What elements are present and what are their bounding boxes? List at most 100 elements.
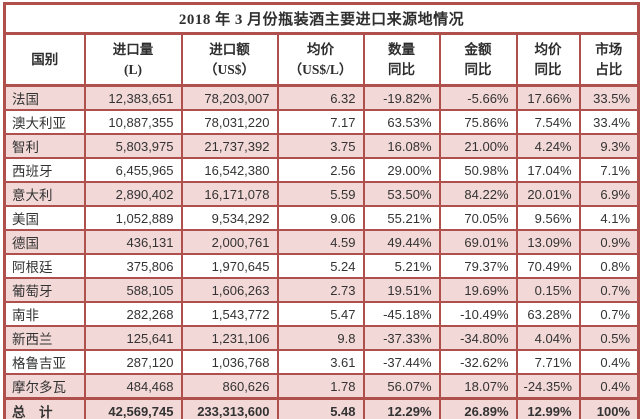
- value-cell: 0.4%: [578, 349, 640, 375]
- value-cell: 0.15%: [515, 277, 581, 303]
- value-cell: 10,887,355: [83, 109, 183, 135]
- column-header-import-value: 进口额 （US$）: [180, 32, 279, 87]
- value-cell: 2.56: [276, 157, 365, 183]
- table-row: 摩尔多瓦 484,468 860,626 1.78 56.07% 18.07% -24.35…: [3, 373, 640, 400]
- value-cell: 50.98%: [438, 157, 518, 183]
- value-cell: -24.35%: [515, 373, 581, 400]
- value-cell: 4.1%: [578, 205, 640, 231]
- value-cell: 287,120: [83, 349, 183, 375]
- value-cell: 1.78: [276, 373, 365, 400]
- value-cell: 16,542,380: [180, 157, 279, 183]
- country-cell: 阿根廷: [3, 253, 86, 279]
- value-cell: 0.5%: [578, 325, 640, 351]
- value-cell: 1,231,106: [180, 325, 279, 351]
- table-row: 阿根廷 375,806 1,970,645 5.24 5.21% 79.37% 70.49%…: [3, 253, 640, 279]
- value-cell: 12,383,651: [83, 84, 183, 111]
- value-cell: -45.18%: [362, 301, 441, 327]
- value-cell: -10.49%: [438, 301, 518, 327]
- header-row: 国别 进口量 (L) 进口额 （US$） 均价 （US$/L） 数量 同比: [3, 32, 640, 87]
- value-cell: 7.71%: [515, 349, 581, 375]
- value-cell: 5.59: [276, 181, 365, 207]
- header-line: 同比: [464, 61, 492, 77]
- table-row: 新西兰 125,641 1,231,106 9.8 -37.33% -34.80% 4.04…: [3, 325, 640, 351]
- value-cell: 19.51%: [362, 277, 441, 303]
- country-cell: 澳大利亚: [3, 109, 86, 135]
- header-line: 同比: [534, 61, 562, 77]
- value-cell: 1,543,772: [180, 301, 279, 327]
- table-row: 意大利 2,890,402 16,171,078 5.59 53.50% 84.22% 20…: [3, 181, 640, 207]
- value-cell: -34.80%: [438, 325, 518, 351]
- column-header-volume-yoy: 数量 同比: [362, 32, 441, 87]
- country-cell: 总 计: [3, 397, 86, 419]
- country-cell: 智利: [3, 133, 86, 159]
- value-cell: 100%: [578, 397, 640, 419]
- value-cell: 70.05%: [438, 205, 518, 231]
- title-row: 2018 年 3 月份瓶装酒主要进口来源地情况: [3, 2, 640, 35]
- header-line: (L): [124, 61, 142, 77]
- value-cell: 4.24%: [515, 133, 581, 159]
- value-cell: 19.69%: [438, 277, 518, 303]
- country-cell: 意大利: [3, 181, 86, 207]
- value-cell: -5.66%: [438, 84, 518, 111]
- table-row: 格鲁吉亚 287,120 1,036,768 3.61 -37.44% -32.62% 7.…: [3, 349, 640, 375]
- value-cell: -37.44%: [362, 349, 441, 375]
- value-cell: 12.99%: [515, 397, 581, 419]
- value-cell: 70.49%: [515, 253, 581, 279]
- header-line: 金额: [464, 41, 492, 57]
- value-cell: 1,036,768: [180, 349, 279, 375]
- value-cell: 18.07%: [438, 373, 518, 400]
- table-row: 美国 1,052,889 9,534,292 9.06 55.21% 70.05% 9.56…: [3, 205, 640, 231]
- value-cell: 125,641: [83, 325, 183, 351]
- value-cell: 3.61: [276, 349, 365, 375]
- value-cell: 42,569,745: [83, 397, 183, 419]
- country-cell: 西班牙: [3, 157, 86, 183]
- value-cell: 4.59: [276, 229, 365, 255]
- value-cell: 53.50%: [362, 181, 441, 207]
- value-cell: 9,534,292: [180, 205, 279, 231]
- value-cell: 0.7%: [578, 301, 640, 327]
- table-row: 智利 5,803,975 21,737,392 3.75 16.08% 21.00% 4.2…: [3, 133, 640, 159]
- header-line: （US$）: [203, 61, 255, 77]
- value-cell: 5,803,975: [83, 133, 183, 159]
- value-cell: 55.21%: [362, 205, 441, 231]
- value-cell: 2.73: [276, 277, 365, 303]
- value-cell: 16.08%: [362, 133, 441, 159]
- header-line: 同比: [388, 61, 415, 77]
- header-line: 进口量: [112, 41, 154, 57]
- value-cell: 56.07%: [362, 373, 441, 400]
- value-cell: 860,626: [180, 373, 279, 400]
- table-row: 西班牙 6,455,965 16,542,380 2.56 29.00% 50.98% 17…: [3, 157, 640, 183]
- country-cell: 格鲁吉亚: [3, 349, 86, 375]
- value-cell: 29.00%: [362, 157, 441, 183]
- column-header-value-yoy: 金额 同比: [438, 32, 518, 87]
- country-cell: 南非: [3, 301, 86, 327]
- value-cell: 7.54%: [515, 109, 581, 135]
- table-row: 南非 282,268 1,543,772 5.47 -45.18% -10.49% 63.2…: [3, 301, 640, 327]
- value-cell: 13.09%: [515, 229, 581, 255]
- value-cell: 0.8%: [578, 253, 640, 279]
- value-cell: 9.56%: [515, 205, 581, 231]
- column-header-price-yoy: 均价 同比: [515, 32, 581, 87]
- value-cell: 0.7%: [578, 277, 640, 303]
- value-cell: 9.3%: [578, 133, 640, 159]
- value-cell: 4.04%: [515, 325, 581, 351]
- value-cell: 63.53%: [362, 109, 441, 135]
- value-cell: 5.21%: [362, 253, 441, 279]
- value-cell: 16,171,078: [180, 181, 279, 207]
- header-line: 数量: [388, 41, 415, 57]
- column-header-avg-price: 均价 （US$/L）: [276, 32, 365, 87]
- table-row: 法国 12,383,651 78,203,007 6.32 -19.82% -5.66% 1…: [3, 84, 640, 111]
- header-line: 进口额: [209, 41, 250, 57]
- value-cell: 436,131: [83, 229, 183, 255]
- country-cell: 美国: [3, 205, 86, 231]
- table-row: 澳大利亚 10,887,355 78,031,220 7.17 63.53% 75.86%…: [3, 109, 640, 135]
- value-cell: 5.24: [276, 253, 365, 279]
- value-cell: 588,105: [83, 277, 183, 303]
- value-cell: 2,000,761: [180, 229, 279, 255]
- value-cell: 78,031,220: [180, 109, 279, 135]
- country-cell: 葡萄牙: [3, 277, 86, 303]
- country-cell: 新西兰: [3, 325, 86, 351]
- table-title: 2018 年 3 月份瓶装酒主要进口来源地情况: [3, 2, 640, 35]
- value-cell: 49.44%: [362, 229, 441, 255]
